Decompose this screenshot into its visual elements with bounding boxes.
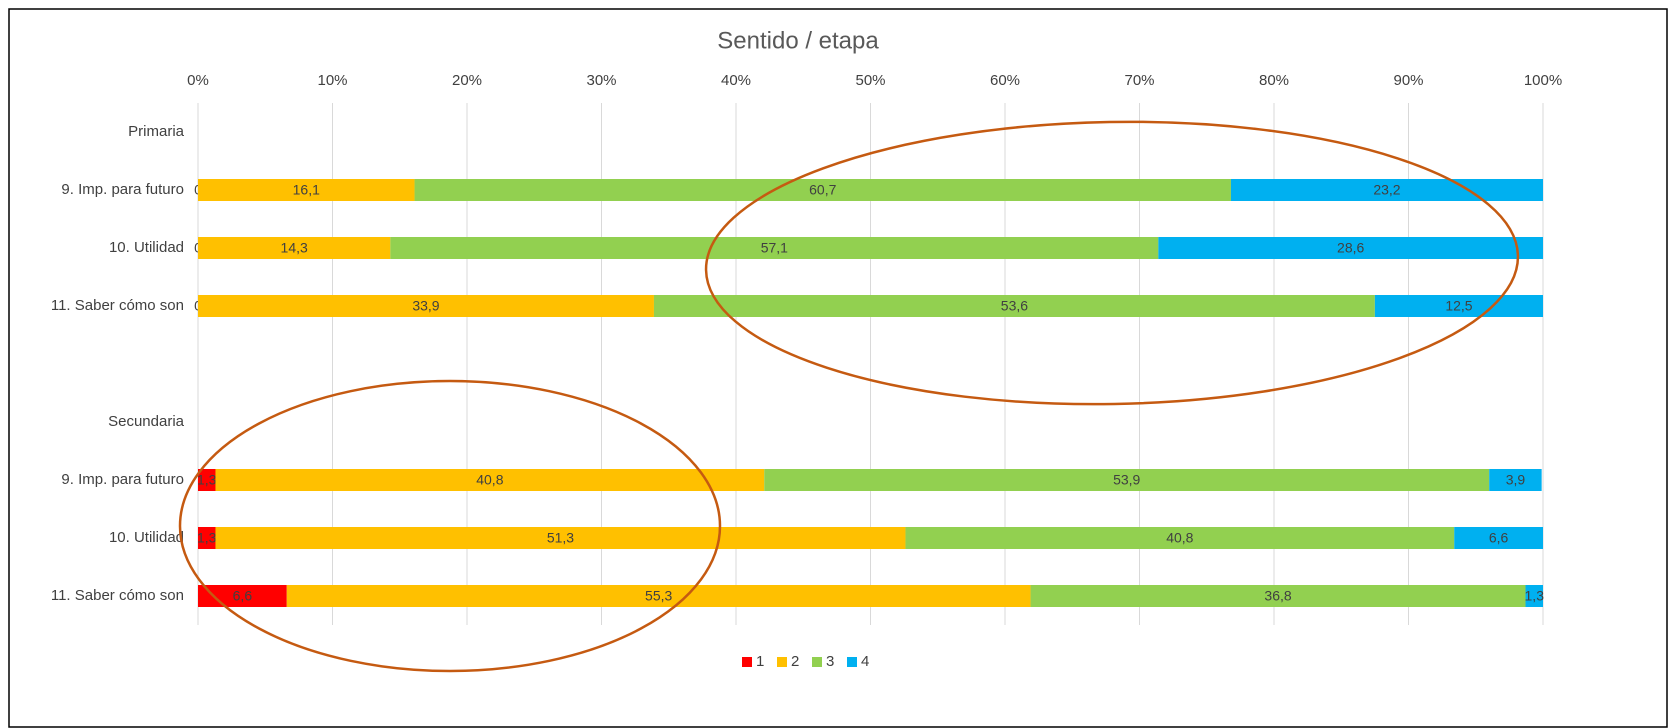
legend-label: 1: [756, 653, 764, 670]
chart-title: Sentido / etapa: [717, 27, 879, 54]
bar-segment: [764, 469, 1490, 491]
x-tick-label: 20%: [452, 72, 482, 89]
bar-segment: [198, 237, 391, 259]
y-tick-label: 10. Utilidad: [109, 529, 184, 546]
data-label: 40,8: [1166, 530, 1193, 546]
bar-segment: [1489, 469, 1542, 491]
data-label: 33,9: [412, 298, 439, 314]
x-tick-label: 60%: [990, 72, 1020, 89]
x-tick-label: 90%: [1393, 72, 1423, 89]
x-tick-label: 10%: [317, 72, 347, 89]
bar-segment: [1230, 179, 1543, 201]
data-label: 40,8: [476, 472, 503, 488]
bar-segment: [1374, 295, 1543, 317]
x-tick-label: 0%: [187, 72, 209, 89]
y-tick-label: 9. Imp. para futuro: [61, 181, 184, 198]
data-label: 23,2: [1373, 182, 1400, 198]
bar-segment: [390, 237, 1159, 259]
bar-segment: [215, 469, 765, 491]
plot: 0% 10% 20% 30% 40% 50% 60% 70% 80% 90% 100% Primari…: [51, 72, 1562, 670]
legend-label: 2: [791, 653, 799, 670]
x-tick-label: 100%: [1524, 72, 1562, 89]
data-label: 51,3: [547, 530, 574, 546]
y-tick-label: 11. Saber cómo son: [51, 297, 184, 314]
x-tick-label: 40%: [721, 72, 751, 89]
data-label: 1,3: [1525, 588, 1545, 604]
data-label: 3,9: [1506, 472, 1526, 488]
data-label: 57,1: [761, 240, 788, 256]
y-tick-label: Primaria: [128, 123, 184, 140]
chart-frame: [8, 8, 1668, 728]
data-label: 1,3: [197, 472, 217, 488]
x-tick-label: 50%: [855, 72, 885, 89]
x-tick-label: 80%: [1259, 72, 1289, 89]
data-label: 16,1: [293, 182, 320, 198]
legend-swatch: [742, 657, 752, 667]
bar-segment: [1525, 585, 1543, 607]
data-label: 28,6: [1337, 240, 1364, 256]
bar-segment: [215, 527, 906, 549]
data-label: 53,9: [1113, 472, 1140, 488]
data-label: 55,3: [645, 588, 672, 604]
bar-segment: [286, 585, 1031, 607]
y-tick-label: 11. Saber cómo son: [51, 587, 184, 604]
data-label: 14,3: [281, 240, 308, 256]
data-label: 1,3: [197, 530, 217, 546]
legend-swatch: [777, 657, 787, 667]
bar-segment: [1158, 237, 1543, 259]
legend-label: 3: [826, 653, 834, 670]
bar-segment: [414, 179, 1231, 201]
bar-segment: [198, 179, 415, 201]
x-tick-label: 30%: [586, 72, 616, 89]
bar-segment: [198, 527, 216, 549]
y-tick-label: Secundaria: [108, 413, 185, 430]
legend-label: 4: [861, 653, 869, 670]
highlight-ellipse: [178, 379, 722, 673]
x-tick-label: 70%: [1124, 72, 1154, 89]
data-label: 36,8: [1264, 588, 1291, 604]
y-tick-label: 9. Imp. para futuro: [61, 471, 184, 488]
data-label: 6,6: [1489, 530, 1509, 546]
data-label: 12,5: [1445, 298, 1472, 314]
bar-segment: [653, 295, 1375, 317]
bar-segment: [1030, 585, 1526, 607]
bar-segment: [905, 527, 1455, 549]
bar-segment: [198, 295, 654, 317]
y-tick-label: 10. Utilidad: [109, 239, 184, 256]
legend-swatch: [847, 657, 857, 667]
data-label: 60,7: [809, 182, 836, 198]
legend-swatch: [812, 657, 822, 667]
highlight-ellipse: [704, 120, 1520, 406]
bar-segment: [198, 469, 216, 491]
bar-segment: [1454, 527, 1543, 549]
data-label: 6,6: [233, 588, 253, 604]
data-label: 53,6: [1001, 298, 1028, 314]
